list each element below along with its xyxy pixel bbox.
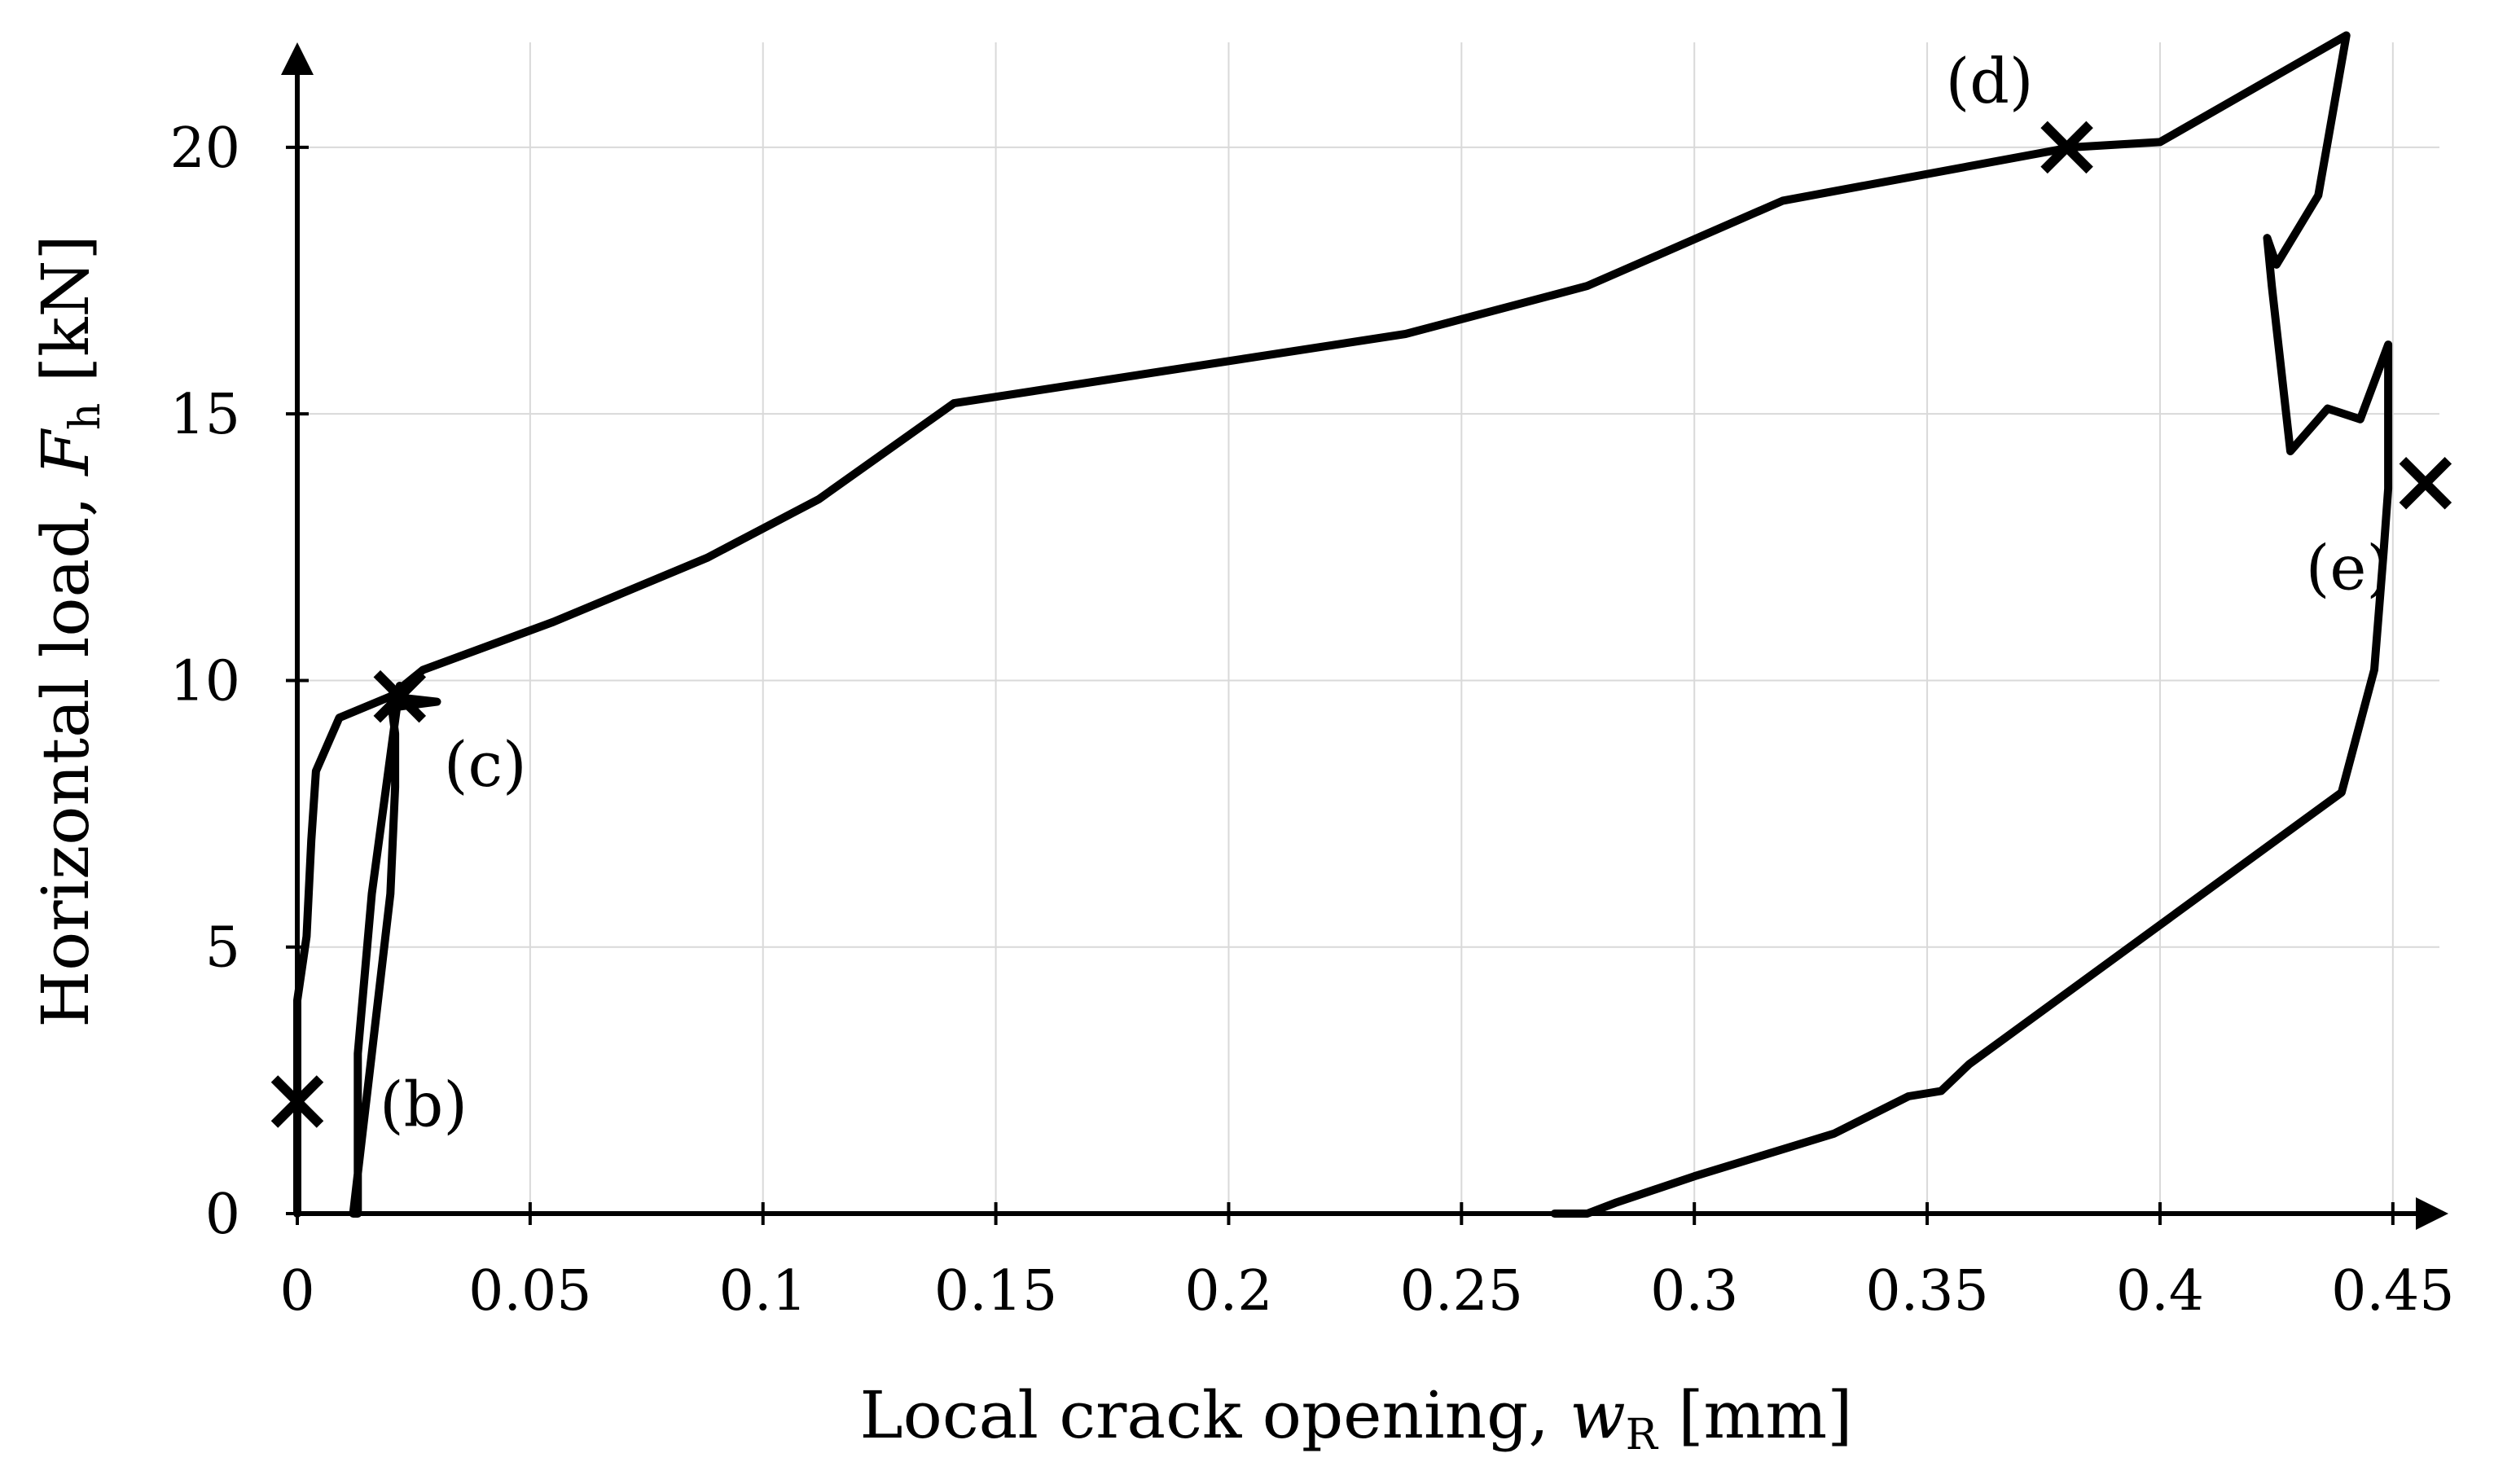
marker-cross [2040,121,2093,174]
x-tick-label: 0 [279,1259,314,1324]
y-tick-label: 10 [169,649,240,713]
annotation-label: (d) [1946,45,2034,117]
x-tick-label: 0.1 [719,1259,807,1324]
y-tick-label: 15 [169,383,240,447]
marker-cross [270,1075,324,1128]
x-ticks: 0 0.05 0.1 0.15 0.2 0.25 0.3 0.35 0.4 0.45 [279,1202,2455,1324]
y-tick-label: 5 [205,916,240,981]
marker-cross-stroke [2040,121,2093,174]
marker-cross-stroke [2399,457,2452,510]
y-tick-label: 20 [169,116,240,181]
marker-cross [2399,457,2452,510]
x-tick-label: 0.25 [1400,1259,1523,1324]
x-tick-label: 0.4 [2116,1259,2204,1324]
annotation-label: (c) [444,728,527,801]
y-axis-title: Horizontal load, Fh [kN] [28,235,110,1027]
annotation-label: (e) [2306,531,2391,604]
y-tick-label: 0 [205,1183,240,1247]
markers: (b) (c) (d) (e) [270,45,2452,1141]
series-line [349,682,441,1218]
marker-cross-stroke [373,670,427,723]
grid-lines [297,42,2439,1214]
y-ticks: 0 5 10 15 20 [169,116,309,1247]
x-tick-label: 0.15 [934,1259,1057,1324]
x-axis-arrowhead [2416,1197,2448,1230]
x-tick-label: 0.45 [2331,1259,2454,1324]
data-series [293,31,2393,1218]
x-tick-label: 0.2 [1184,1259,1272,1324]
annotation-label: (b) [380,1069,468,1141]
axes [281,42,2448,1230]
marker-cross [373,670,427,723]
x-tick-label: 0.05 [468,1259,591,1324]
x-tick-label: 0.35 [1865,1259,1988,1324]
series-line [293,31,2393,1218]
x-tick-label: 0.3 [1650,1259,1738,1324]
y-axis-arrowhead [281,42,314,75]
x-axis-title: Local crack opening, wR [mm] [860,1377,1853,1460]
marker-cross-stroke [270,1075,324,1128]
